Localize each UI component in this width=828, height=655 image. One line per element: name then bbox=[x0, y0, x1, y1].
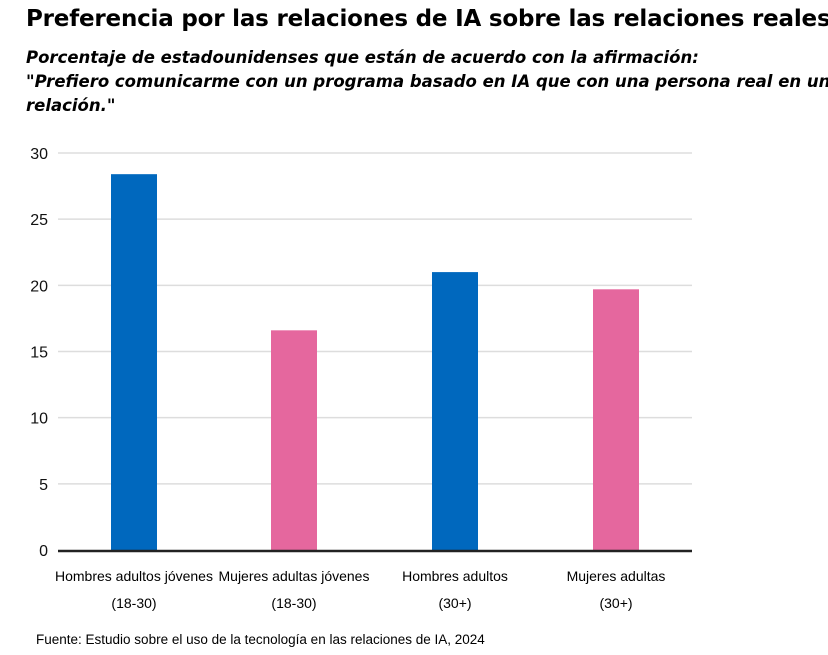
subtitle-line-1: Porcentaje de estadounidenses que están … bbox=[26, 48, 699, 67]
y-tick-label: 20 bbox=[30, 278, 48, 295]
y-tick-label: 15 bbox=[30, 345, 48, 362]
x-tick-label: Mujeres adultas jóvenes (18-30) bbox=[204, 564, 384, 618]
chart-subtitle: Porcentaje de estadounidenses que están … bbox=[26, 46, 828, 118]
x-tick-label-line: Hombres adultos jóvenes bbox=[55, 568, 213, 584]
x-tick-label-line: Hombres adultos bbox=[402, 568, 508, 584]
bar bbox=[432, 272, 478, 550]
x-tick-label-line: (18-30) bbox=[271, 595, 317, 611]
subtitle-line-3: relación." bbox=[26, 96, 116, 115]
source-note: Fuente: Estudio sobre el uso de la tecno… bbox=[36, 632, 485, 647]
y-tick-label: 0 bbox=[39, 543, 48, 560]
subtitle-line-2: "Prefiero comunicarme con un programa ba… bbox=[26, 72, 828, 91]
x-tick-label-line: (30+) bbox=[599, 595, 633, 611]
y-tick-label: 30 bbox=[30, 146, 48, 163]
x-tick-label-line: Mujeres adultas bbox=[566, 568, 666, 584]
x-tick-label-line: Mujeres adultas jóvenes bbox=[218, 568, 370, 584]
y-tick-label: 25 bbox=[30, 212, 48, 229]
bar bbox=[271, 330, 317, 550]
x-tick-label: Hombres adultos (30+) bbox=[365, 564, 545, 618]
y-tick-label: 10 bbox=[30, 411, 48, 428]
y-tick-label: 5 bbox=[39, 477, 48, 494]
bar bbox=[111, 174, 157, 550]
x-tick-label-line: (30+) bbox=[438, 595, 472, 611]
chart-title: Preferencia por las relaciones de IA sob… bbox=[26, 6, 828, 32]
bar bbox=[593, 289, 639, 550]
x-tick-label: Mujeres adultas (30+) bbox=[526, 564, 706, 618]
x-tick-label: Hombres adultos jóvenes (18-30) bbox=[44, 564, 224, 618]
x-tick-label-line: (18-30) bbox=[111, 595, 157, 611]
